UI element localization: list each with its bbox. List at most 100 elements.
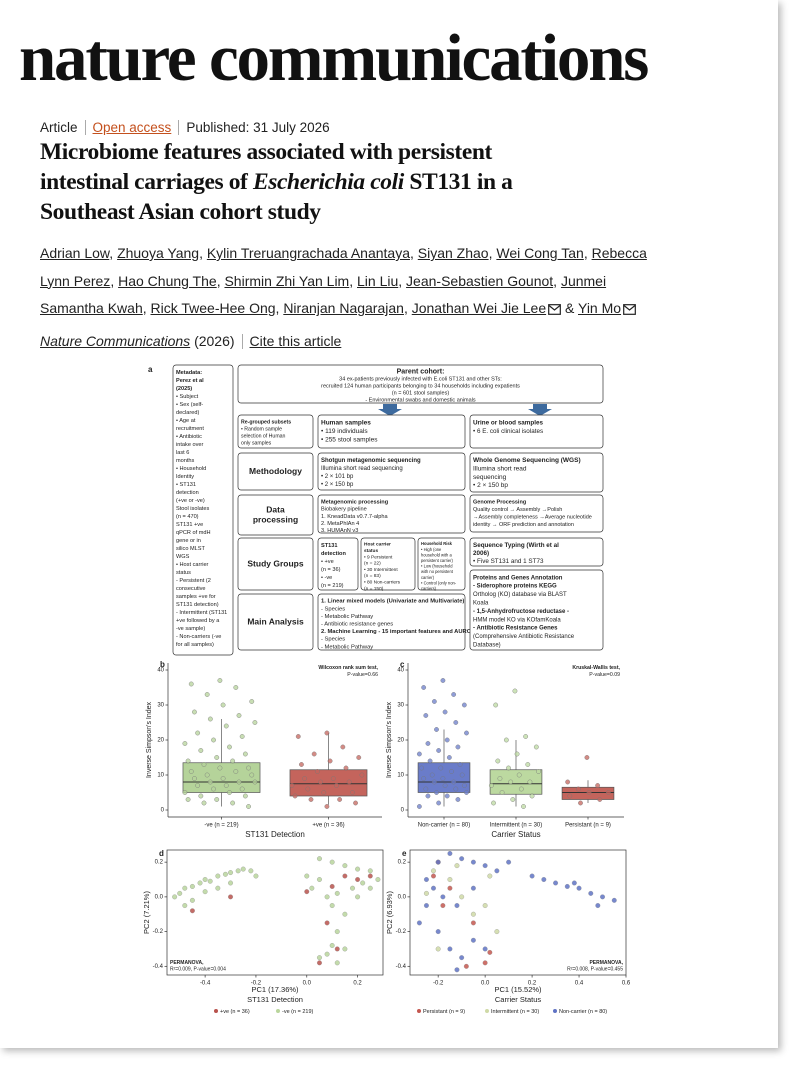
data-point [470, 911, 476, 917]
flow-text: Main Analysis [247, 616, 304, 626]
data-point [567, 793, 573, 799]
data-point [455, 797, 461, 802]
author-link[interactable]: Rick Twee-Hee Ong [150, 300, 276, 316]
data-point [423, 890, 429, 896]
data-point [334, 929, 340, 935]
data-point [446, 755, 452, 760]
data-point [195, 783, 201, 788]
data-point [235, 868, 241, 874]
author-link[interactable]: Jean-Sebastien Gounot [406, 272, 554, 289]
flow-text: gene or in [176, 538, 201, 544]
data-point [182, 741, 188, 746]
y-tick-label: -0.4 [153, 964, 164, 970]
x-tick-label: -0.2 [251, 981, 262, 987]
author-link[interactable]: Junmei Samantha Kwah [40, 272, 607, 317]
flow-text: sequencing [473, 474, 507, 481]
x-axis-label: PC1 (17.36%) [251, 985, 299, 994]
separator: , [409, 245, 414, 261]
author-link[interactable]: Adrian Low [40, 245, 110, 261]
flow-text: • 255 stool samples [321, 436, 378, 443]
author-link[interactable]: Hao Chung The [118, 272, 217, 289]
data-point [454, 903, 460, 909]
flow-box [469, 494, 604, 533]
flow-text: Illumina short read [473, 466, 527, 473]
author-link[interactable]: Lin Liu [357, 272, 399, 289]
legend-title: Carrier Status [495, 995, 542, 1004]
data-point [228, 894, 233, 900]
data-point [239, 786, 245, 792]
data-point [444, 793, 450, 799]
data-point [188, 769, 194, 774]
flow-text: • 119 individuals [321, 428, 368, 435]
open-access-link[interactable]: Open access [92, 120, 172, 135]
journal-link[interactable]: Nature Communications [40, 333, 191, 349]
y-axis-label: Inverse Simpson's Index [386, 701, 393, 778]
data-point [541, 877, 547, 882]
data-point [576, 885, 582, 891]
author-link[interactable]: Yin Mo [578, 300, 622, 316]
y-tick-label: 0.0 [155, 894, 164, 900]
author-link[interactable]: Kylin Treruangrachada Anantaya [206, 245, 410, 261]
data-point [334, 960, 340, 966]
flow-text: Metadata: [176, 370, 202, 376]
plot-frame [409, 849, 627, 976]
data-point [227, 744, 232, 750]
data-point [431, 779, 437, 785]
data-point [442, 709, 448, 715]
flow-text: • Sex (self- [176, 402, 203, 408]
data-point [425, 741, 431, 746]
data-point [578, 800, 583, 806]
cite-link[interactable]: Cite this article [249, 333, 342, 349]
data-point [215, 885, 221, 891]
legend-swatch [417, 1009, 421, 1013]
data-point [302, 776, 308, 781]
author-link[interactable]: Niranjan Nagarajan [283, 300, 404, 316]
data-point [571, 880, 577, 886]
data-point [207, 779, 213, 785]
data-point [482, 903, 488, 909]
data-point [359, 772, 365, 778]
data-point [453, 720, 459, 725]
flow-text: Host carrier [364, 542, 391, 548]
flow-text: • 80 Non-carriers [364, 580, 401, 586]
data-point [204, 772, 210, 778]
email-icon[interactable] [548, 304, 562, 315]
data-point [451, 692, 457, 697]
y-axis-label: Inverse Simpson's Index [146, 701, 153, 778]
annotation: Kruskal-Wallis test, [572, 665, 620, 671]
flow-text: identity → ORF prediction and annotation [473, 522, 574, 528]
author-link[interactable]: Wei Cong Tan [496, 245, 584, 261]
flow-text: +ve followed by a [176, 618, 220, 624]
citation-line: Nature Communications (2026) Cite this ar… [40, 332, 341, 350]
data-point [416, 920, 422, 926]
y-tick-label: 30 [157, 703, 164, 709]
author-link[interactable]: Siyan Zhao [417, 245, 489, 261]
data-point [584, 755, 590, 760]
panel-label: d [159, 849, 164, 858]
data-point [423, 877, 429, 882]
author-link[interactable]: Jonathan Wei Jie Lee [411, 300, 547, 316]
data-point [295, 734, 301, 739]
data-point [172, 894, 178, 900]
x-tick-label: 0.2 [528, 981, 537, 987]
data-point [438, 765, 444, 771]
data-point [355, 866, 361, 872]
author-link[interactable]: Zhuoya Yang [117, 245, 200, 261]
y-tick-label: -0.4 [396, 964, 407, 970]
flow-text: • Low (household [421, 564, 453, 569]
data-point [510, 797, 516, 802]
data-point [463, 963, 469, 969]
data-point [447, 885, 453, 891]
flow-text: Ortholog (KO) database via BLAST [473, 592, 567, 598]
email-icon[interactable] [623, 304, 636, 315]
author-link[interactable]: Shirmin Zhi Yan Lim [224, 272, 350, 289]
data-point [228, 880, 233, 886]
data-point [329, 903, 335, 909]
data-point [488, 783, 494, 788]
data-point [236, 779, 242, 785]
data-point [416, 751, 422, 757]
author-link[interactable]: Rebecca Lynn Perez [40, 245, 647, 289]
data-point [220, 702, 226, 708]
data-point [447, 851, 453, 856]
data-point [429, 772, 435, 778]
